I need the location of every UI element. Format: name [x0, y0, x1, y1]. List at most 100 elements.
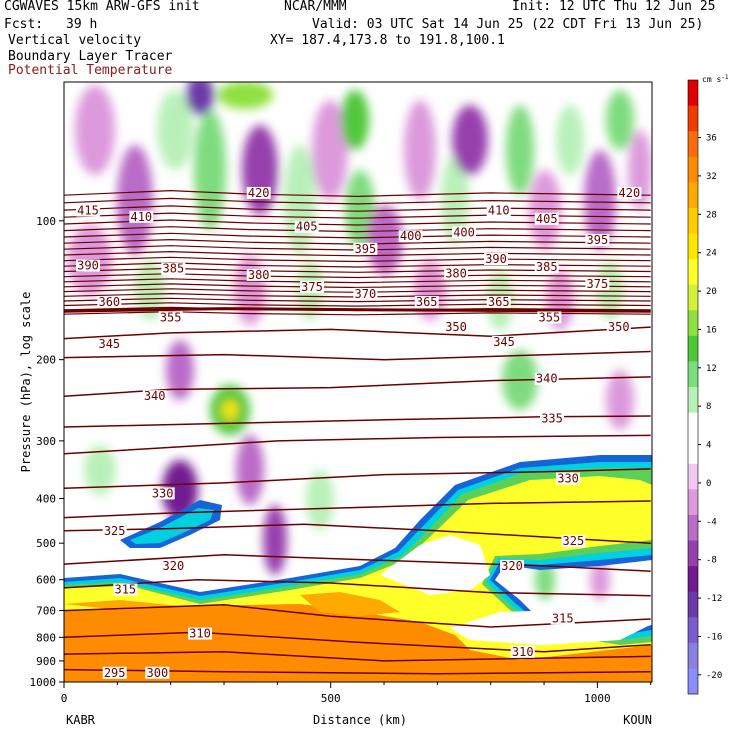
colorbar-tick-label: -20: [706, 671, 722, 681]
theta-isentrope: [64, 197, 651, 205]
theta-label-bg: [444, 267, 469, 280]
colorbar-swatch: [688, 284, 698, 311]
colorbar-tick-label: 12: [706, 364, 717, 374]
theta-label: 370: [355, 287, 377, 301]
right-endpoint-label: KOUN: [623, 713, 652, 727]
y-tick-label: 700: [36, 605, 56, 618]
colorbar-tick-label: 24: [706, 249, 717, 259]
colorbar-swatch: [688, 207, 698, 234]
theta-label: 385: [536, 260, 558, 274]
theta-label: 420: [248, 186, 270, 200]
theta-label: 390: [77, 259, 99, 273]
y-tick-label: 400: [36, 492, 56, 505]
theta-label-bg: [76, 259, 101, 272]
colorbar-tick-label: -8: [706, 556, 717, 566]
colorbar-tick-label: 8: [706, 402, 711, 412]
theta-label-bg: [556, 472, 581, 485]
theta-label: 360: [98, 295, 120, 309]
theta-label-bg: [492, 335, 517, 348]
theta-isentrope: [64, 245, 651, 251]
left-endpoint-label: KABR: [66, 713, 96, 727]
colorbar-swatch: [688, 668, 698, 695]
theta-label: 350: [445, 320, 467, 334]
w-cell: [84, 445, 116, 495]
potential-temperature-contours: [64, 189, 651, 675]
theta-label-bg: [102, 666, 127, 679]
theta-label: 325: [104, 524, 126, 538]
tropopause-isentrope: [64, 307, 651, 313]
theta-label-bg: [97, 338, 122, 351]
w-cell: [75, 85, 115, 175]
colorbar-swatch: [688, 156, 698, 183]
colorbar-swatch: [688, 438, 698, 465]
w-cell: [166, 340, 194, 400]
w-cell: [284, 145, 316, 255]
theta-label-bg: [540, 412, 565, 425]
theta-label-bg: [585, 233, 610, 246]
y-axis-title: Pressure (hPa), log scale: [19, 292, 33, 473]
colorbar-frame: [687, 79, 699, 695]
theta-label-bg: [142, 390, 167, 403]
colorbar-unit-exponent: -1: [721, 74, 729, 81]
y-axis: 100 200 300 400 500 600 700 800 900 1000: [30, 215, 64, 689]
x-axis-title: Distance (km): [313, 713, 407, 727]
colorbar-tick-label: 32: [706, 172, 717, 182]
theta-label: 295: [104, 666, 126, 680]
theta-label-bg: [353, 287, 378, 300]
w-cell: [222, 400, 238, 420]
theta-label: 320: [501, 559, 523, 573]
theta-label-bg: [486, 296, 511, 309]
x-axis: 0 500 1000: [61, 682, 652, 705]
theta-label-bg: [617, 186, 642, 199]
theta-label: 380: [445, 266, 467, 280]
theta-label: 410: [488, 204, 510, 218]
w-cell: [263, 505, 287, 575]
theta-label-bg: [484, 253, 509, 266]
tracer-clear-lower: [450, 610, 650, 645]
theta-isentrope: [64, 604, 651, 628]
theta-isentrope: [64, 232, 651, 239]
theta-label: 345: [493, 335, 515, 349]
theta-label-bg: [414, 296, 439, 309]
y-tick-label: 500: [36, 537, 56, 550]
w-cell: [606, 90, 634, 150]
theta-label-bg: [161, 262, 186, 275]
w-cell: [194, 110, 226, 230]
field-boundary-layer-tracer: Boundary Layer Tracer: [8, 49, 173, 64]
theta-label: 300: [147, 666, 169, 680]
colorbar-swatch: [688, 361, 698, 388]
w-cell: [341, 90, 369, 150]
theta-isentrope: [64, 415, 651, 428]
colorbar-swatch: [688, 387, 698, 413]
theta-isentrope: [64, 292, 651, 298]
w-cell: [217, 82, 273, 109]
tracer-detached-blob-inner: [130, 508, 214, 544]
theta-label-bg: [398, 230, 423, 243]
theta-label: 365: [416, 295, 438, 309]
w-cell: [162, 460, 198, 520]
theta-label-bg: [534, 261, 559, 274]
colorbar-tick-label: 16: [706, 325, 717, 335]
w-cell: [345, 170, 375, 250]
theta-label: 395: [355, 242, 377, 256]
theta-label-bg: [510, 645, 535, 658]
theta-label-bg: [161, 559, 186, 572]
colorbar-unit: cm s-1: [702, 74, 729, 84]
theta-isentrope: [64, 267, 651, 273]
theta-label: 310: [512, 645, 534, 659]
theta-isentrope: [64, 250, 651, 257]
theta-label: 340: [536, 372, 558, 386]
theta-label: 350: [608, 320, 630, 334]
theta-isentrope: [64, 578, 651, 597]
w-cell: [452, 105, 488, 175]
theta-label: 385: [163, 262, 185, 276]
y-tick-label: 900: [36, 655, 56, 668]
theta-label-bg: [561, 535, 586, 548]
theta-label: 410: [130, 210, 152, 224]
forecast-label: Fcst:: [4, 17, 44, 32]
w-cell: [157, 90, 193, 170]
colorbar-swatch: [688, 182, 698, 209]
theta-isentrope: [64, 434, 651, 455]
w-cell: [584, 150, 616, 250]
theta-label-bg: [158, 311, 183, 324]
